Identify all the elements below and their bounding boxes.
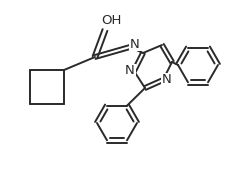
Text: OH: OH [100, 14, 121, 27]
Text: N: N [130, 37, 139, 51]
Text: N: N [125, 65, 134, 77]
Text: N: N [161, 74, 171, 87]
